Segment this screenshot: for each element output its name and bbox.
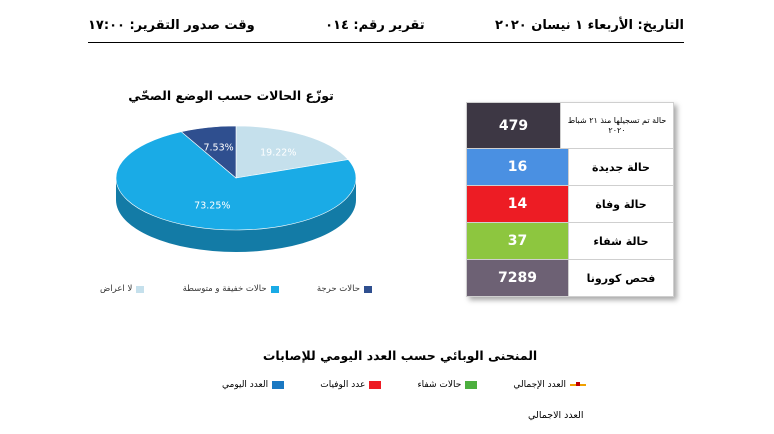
line-marker-icon <box>570 381 586 389</box>
pie-slice-mild <box>115 131 357 231</box>
pie-chart: 19.22% 73.25% 7.53% <box>115 125 357 252</box>
stat-value: 37 <box>467 223 568 259</box>
stat-value: 7289 <box>467 260 568 296</box>
stat-value: 14 <box>467 186 568 222</box>
pie-legend-item-mild: حالات خفيفة و متوسطة <box>183 284 279 294</box>
stats-panel: حالة تم تسجيلها منذ ٢١ شباط ٢٠٢٠ 479 حال… <box>466 102 674 297</box>
pie-slice-critical <box>180 125 237 179</box>
stat-row-new: حالة جديدة 16 <box>467 149 673 186</box>
legend-item-recovered: حالات شفاء <box>417 380 478 390</box>
legend-label: حالات خفيفة و متوسطة <box>182 284 267 294</box>
pie-legend-item-critical: حالات حرجة <box>317 284 372 294</box>
legend-label: العدد اليومي <box>222 380 269 390</box>
stat-label: حالة تم تسجيلها منذ ٢١ شباط ٢٠٢٠ <box>560 103 673 148</box>
legend-swatch <box>136 285 145 293</box>
stat-row-tests: فحص كورونا 7289 <box>467 260 673 296</box>
legend-swatch <box>369 381 382 389</box>
stat-label: فحص كورونا <box>568 260 673 296</box>
report-header: التاريخ: الأربعاء ١ نيسان ٢٠٢٠ تقرير رقم… <box>88 8 684 43</box>
legend-swatch <box>272 381 285 389</box>
stat-value: 16 <box>467 149 568 185</box>
legend-item-total: العدد الإجمالي <box>513 380 586 390</box>
pie-slice-asymptomatic <box>235 125 349 179</box>
pie-legend-item-asymptomatic: لا اعراض <box>100 284 145 294</box>
report-issue-time: وقت صدور التقرير: ١٧:٠٠ <box>88 17 255 33</box>
pie-slice-mild-label: 73.25% <box>194 201 230 212</box>
stat-row-deaths: حالة وفاة 14 <box>467 186 673 223</box>
legend-swatch <box>465 381 478 389</box>
legend-item-deaths: عدد الوفيات <box>320 380 382 390</box>
legend-label: حالات شفاء <box>417 380 462 390</box>
epidemic-curve-title: المنحنى الوبائي حسب العدد اليومي للإصابا… <box>262 348 538 363</box>
stat-row-recovered: حالة شفاء 37 <box>467 223 673 260</box>
pie-slice-asymptomatic-label: 19.22% <box>260 147 296 158</box>
stat-value: 479 <box>467 103 560 148</box>
pie-chart-title: توزّع الحالات حسب الوضع الصحّي <box>128 88 334 103</box>
epidemic-curve-legend: العدد الإجمالي حالات شفاء عدد الوفيات ال… <box>222 380 586 390</box>
report-number: تقرير رقم: ٠١٤ <box>325 17 425 33</box>
report-date: التاريخ: الأربعاء ١ نيسان ٢٠٢٠ <box>494 17 684 33</box>
pie-legend: حالات حرجة حالات خفيفة و متوسطة لا اعراض <box>100 284 372 294</box>
legend-swatch <box>270 285 279 293</box>
legend-label: عدد الوفيات <box>320 380 366 390</box>
legend-label: لا اعراض <box>100 284 133 294</box>
legend-swatch <box>364 285 372 293</box>
axis-label-total: العدد الاجمالي <box>528 410 584 421</box>
stat-label: حالة شفاء <box>568 223 673 259</box>
legend-label: حالات حرجة <box>316 284 360 294</box>
stat-label: حالة جديدة <box>568 149 673 185</box>
legend-label: العدد الإجمالي <box>513 380 566 390</box>
legend-item-daily: العدد اليومي <box>222 380 285 390</box>
stat-row-total: حالة تم تسجيلها منذ ٢١ شباط ٢٠٢٠ 479 <box>467 103 673 149</box>
pie-slice-critical-label: 7.53% <box>203 143 233 154</box>
pie-slice-mild-side <box>116 178 356 252</box>
stat-label: حالة وفاة <box>568 186 673 222</box>
